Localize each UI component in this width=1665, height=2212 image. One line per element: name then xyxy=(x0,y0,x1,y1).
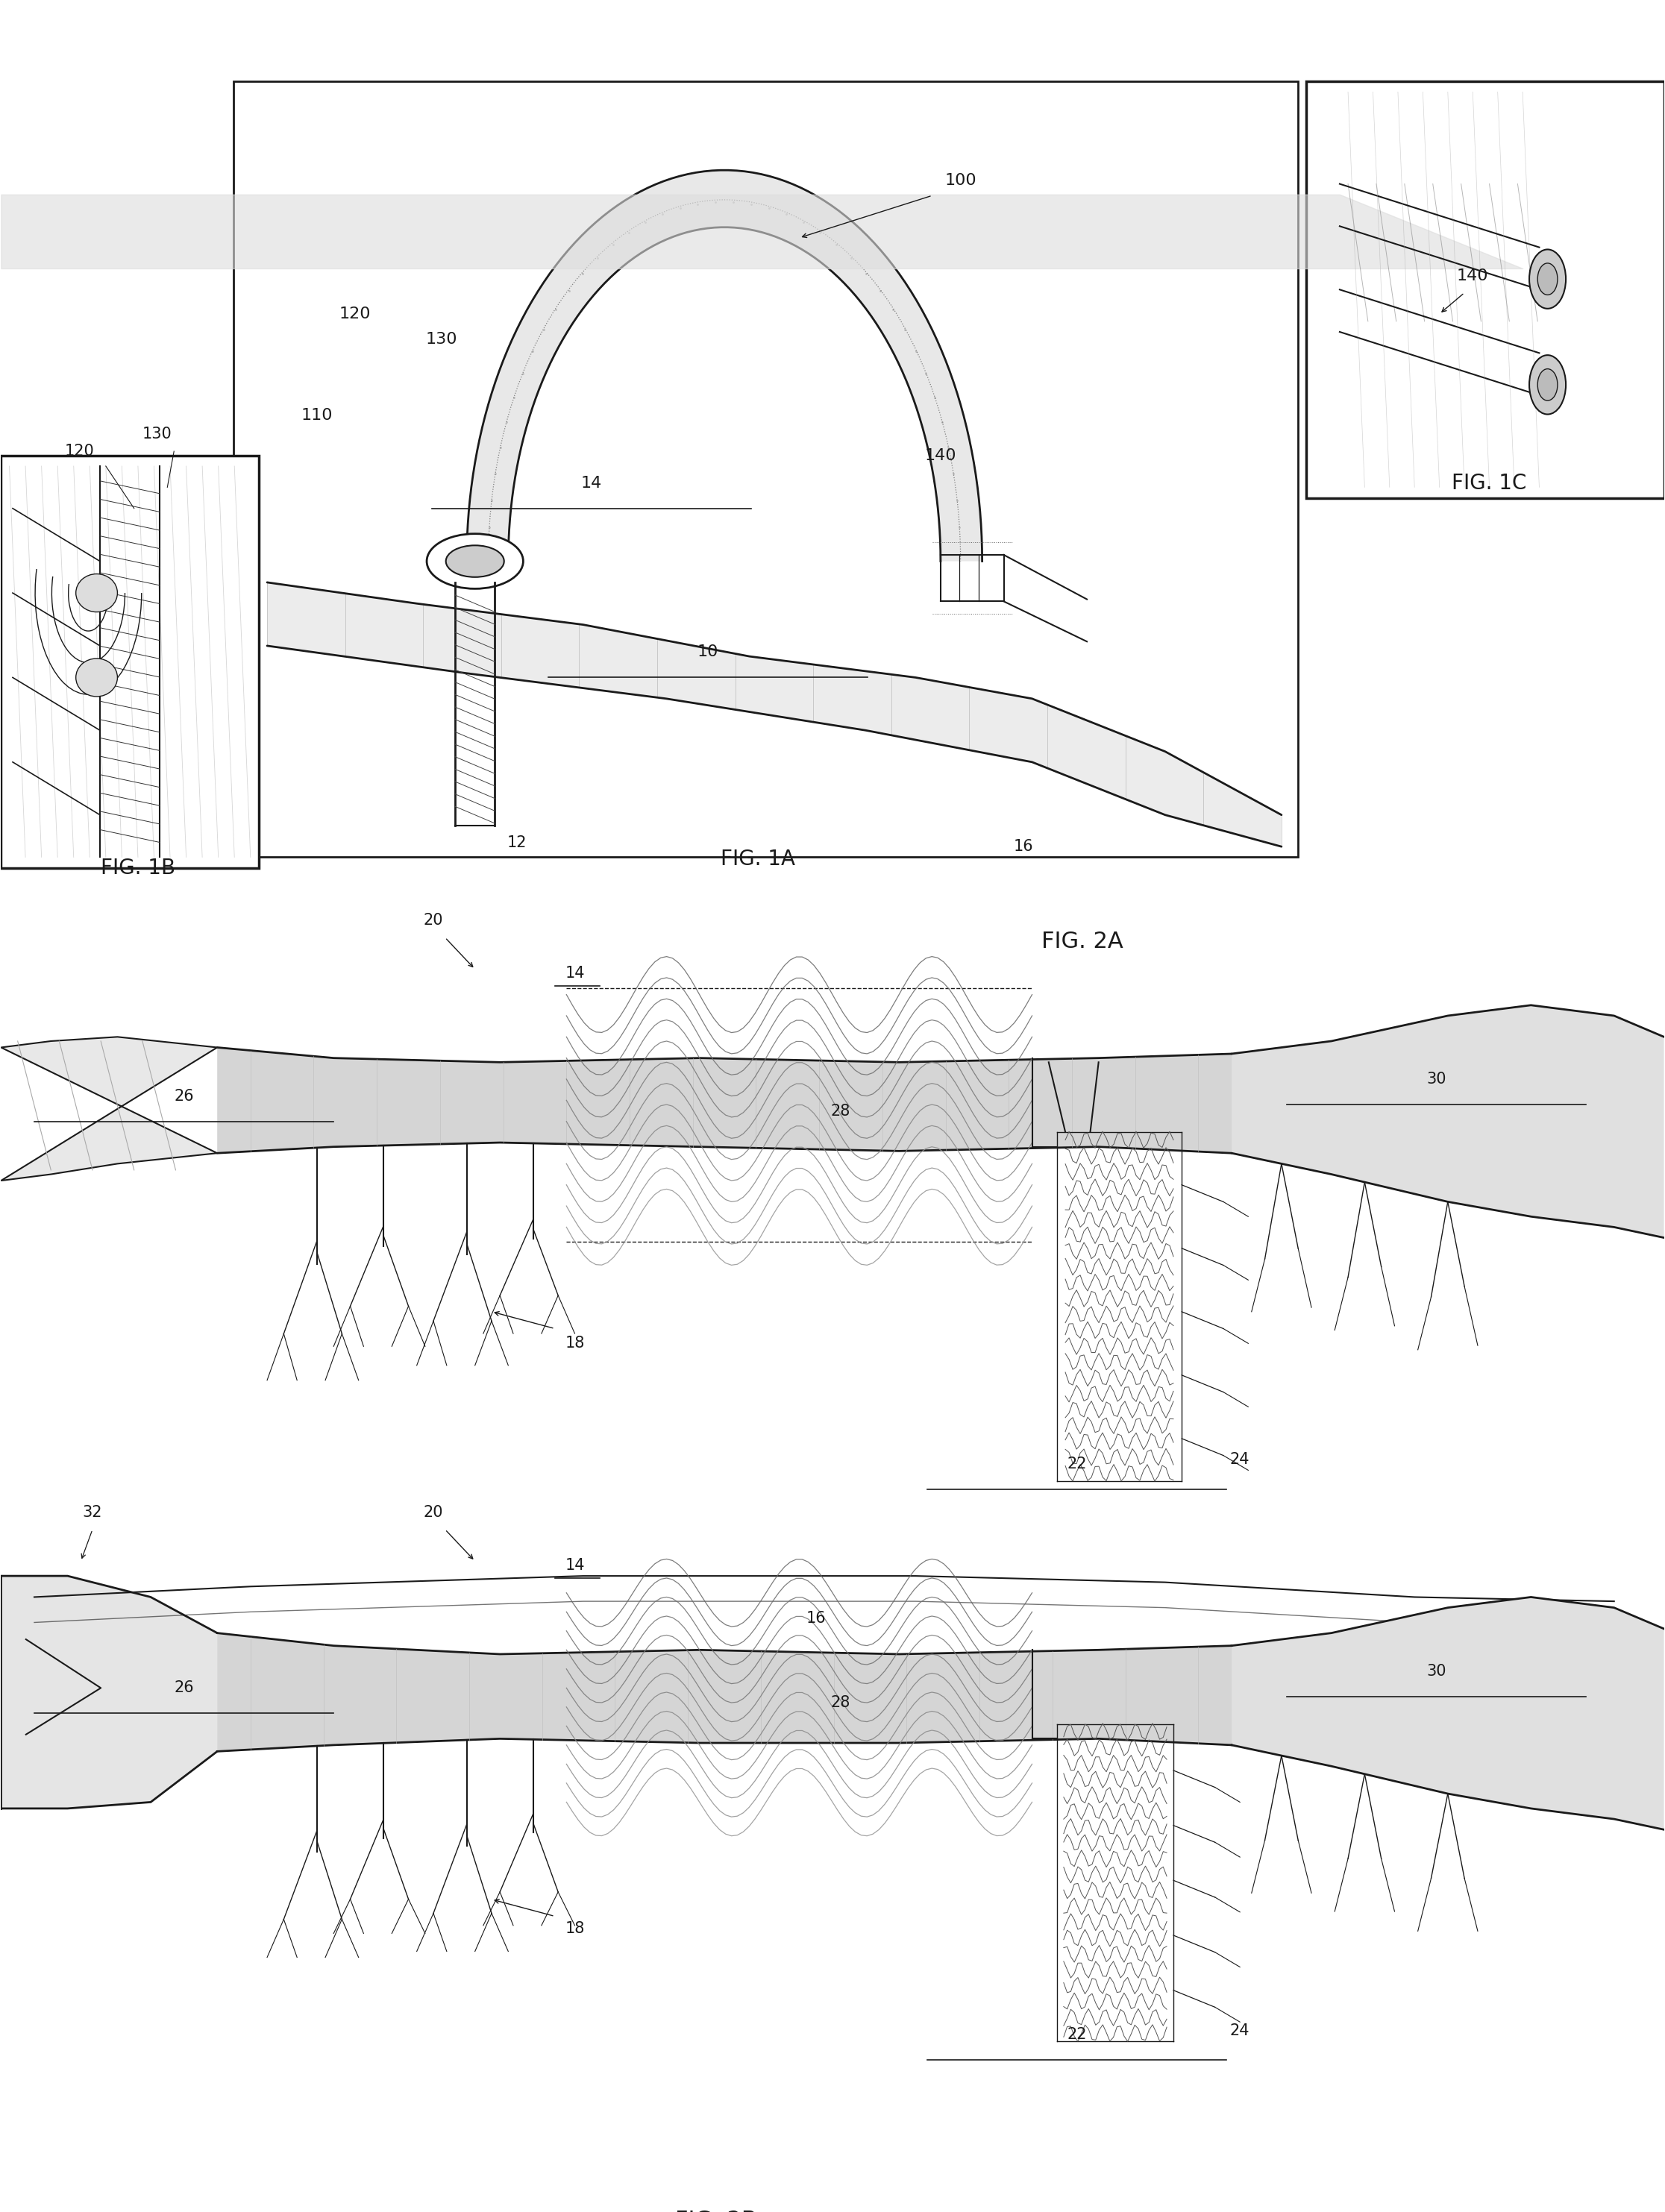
Text: 110: 110 xyxy=(301,407,333,422)
Text: 32: 32 xyxy=(83,1504,102,1520)
Ellipse shape xyxy=(426,533,523,588)
Ellipse shape xyxy=(1528,250,1565,310)
Text: 28: 28 xyxy=(831,1694,851,1710)
Polygon shape xyxy=(1232,1004,1663,1239)
Ellipse shape xyxy=(77,573,118,613)
Text: 20: 20 xyxy=(423,1504,443,1520)
Text: 18: 18 xyxy=(564,1336,584,1352)
Text: 12: 12 xyxy=(506,834,526,849)
Text: 20: 20 xyxy=(423,914,443,929)
Text: FIG. 2A: FIG. 2A xyxy=(1041,931,1122,953)
Text: FIG. 1B: FIG. 1B xyxy=(102,858,175,878)
Ellipse shape xyxy=(77,659,118,697)
Polygon shape xyxy=(466,170,982,562)
Text: 120: 120 xyxy=(340,307,371,321)
Text: 24: 24 xyxy=(1230,1453,1250,1467)
Polygon shape xyxy=(266,582,1282,847)
Text: 16: 16 xyxy=(806,1610,826,1626)
Polygon shape xyxy=(2,1037,216,1181)
Ellipse shape xyxy=(1537,369,1557,400)
Text: 100: 100 xyxy=(944,173,976,188)
Text: 140: 140 xyxy=(1457,268,1489,283)
Ellipse shape xyxy=(1537,263,1557,294)
Text: 16: 16 xyxy=(1014,838,1034,854)
Bar xyxy=(2,456,258,867)
Text: 140: 140 xyxy=(924,449,956,462)
Text: FIG. 1C: FIG. 1C xyxy=(1452,473,1527,493)
Text: 14: 14 xyxy=(581,476,603,491)
Text: 28: 28 xyxy=(831,1104,851,1119)
Text: 130: 130 xyxy=(426,332,458,347)
Text: 26: 26 xyxy=(175,1681,193,1694)
Text: 30: 30 xyxy=(1427,1663,1445,1679)
Text: 22: 22 xyxy=(1067,2026,1087,2042)
Text: 30: 30 xyxy=(1427,1071,1445,1086)
Text: 130: 130 xyxy=(143,427,171,442)
Text: 26: 26 xyxy=(175,1088,193,1104)
Polygon shape xyxy=(2,1575,216,1809)
Text: 24: 24 xyxy=(1230,2024,1250,2037)
Polygon shape xyxy=(216,1048,1232,1152)
Text: 22: 22 xyxy=(1067,1455,1087,1471)
Bar xyxy=(233,82,1299,858)
Polygon shape xyxy=(1232,1597,1663,1829)
Text: 14: 14 xyxy=(564,967,584,980)
Text: 14: 14 xyxy=(564,1557,584,1573)
Polygon shape xyxy=(216,1632,1232,1752)
Bar xyxy=(1307,82,1663,498)
Text: 10: 10 xyxy=(698,644,718,659)
Text: 18: 18 xyxy=(564,1922,584,1936)
Text: 120: 120 xyxy=(65,445,93,458)
Ellipse shape xyxy=(1528,356,1565,414)
Ellipse shape xyxy=(446,546,504,577)
Text: FIG. 1A: FIG. 1A xyxy=(721,849,794,869)
